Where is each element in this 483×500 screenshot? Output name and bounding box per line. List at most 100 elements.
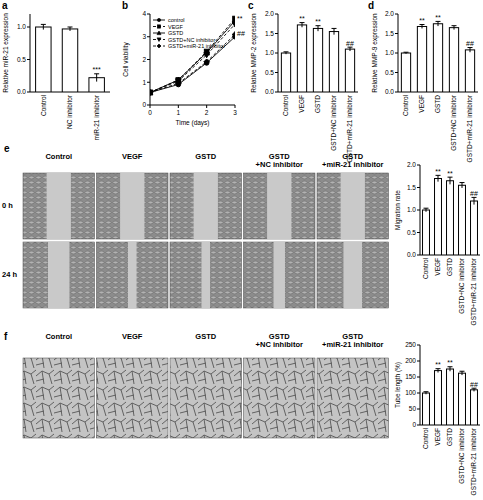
y-tick [147, 14, 150, 15]
x-tick [150, 105, 151, 108]
y-tick [275, 53, 278, 54]
label-line: Control [45, 332, 72, 341]
y-tick-label: 0.5 [407, 229, 416, 236]
x-tick-label: NC inhibitor [66, 94, 73, 129]
micrograph [97, 358, 169, 438]
label-line: GSTD [195, 152, 216, 161]
legend-marker [157, 31, 161, 35]
legend-marker [157, 25, 160, 28]
x-tick-label: Control [402, 94, 409, 116]
point [232, 32, 235, 38]
point [232, 22, 235, 27]
y-tick [147, 36, 150, 37]
error-bar [448, 367, 453, 371]
y-tick-label: 50 [409, 405, 417, 412]
error-bar [436, 369, 441, 373]
error-stem [462, 371, 463, 375]
x-tick-label: VEGF [434, 428, 441, 446]
point [150, 90, 152, 95]
x-tick-label: Control [40, 94, 47, 116]
significance: ## [466, 40, 474, 47]
y-axis [420, 345, 421, 425]
image-row-label: 24 h [2, 270, 17, 279]
error-cap [436, 368, 441, 369]
series-line [150, 34, 235, 92]
y-tick-label: 2 [142, 56, 146, 63]
micrograph [317, 173, 389, 239]
bar [459, 185, 466, 255]
significance: ## [470, 381, 478, 388]
error-bar [348, 47, 353, 51]
significance: ** [435, 168, 441, 175]
point [150, 90, 153, 96]
micrograph [23, 358, 95, 438]
wound-gap [343, 242, 362, 308]
significance: ## [470, 190, 478, 197]
error-cap [436, 21, 441, 22]
y-tick [417, 210, 420, 211]
y-tick [27, 27, 30, 28]
bar [447, 181, 454, 255]
bar [345, 49, 354, 92]
bar [281, 53, 290, 92]
x-tick-label: Control [422, 257, 429, 279]
y-axis-title: Cell viability [122, 42, 130, 77]
y-tick-label: 0.5 [17, 56, 26, 63]
significance: ** [237, 15, 243, 22]
y-axis-title: Migration rate [394, 190, 402, 230]
significance: ## [346, 40, 354, 47]
bar [471, 201, 478, 255]
y-tick [147, 82, 150, 83]
wound-gap [267, 173, 291, 239]
error-bar [436, 175, 441, 181]
error-stem [438, 21, 439, 26]
error-bar [68, 27, 73, 31]
y-tick [27, 92, 30, 93]
y-tick-label: 1.5 [265, 30, 274, 37]
error-bar [300, 23, 305, 28]
significance: ** [447, 170, 453, 177]
error-stem [450, 367, 451, 371]
legend-label: control [168, 17, 185, 23]
y-tick-label: 0 [412, 421, 416, 428]
error-bar [316, 26, 321, 31]
legend: controlVEGFGSTDGSTD+NC inhibitorGSTD+miR… [153, 17, 225, 49]
bar [423, 210, 430, 255]
error-stem [438, 369, 439, 373]
micrograph-field [244, 173, 316, 239]
y-tick [27, 59, 30, 60]
x-tick-label: Control [422, 427, 429, 449]
image-row-label: 0 h [2, 201, 13, 210]
legend-marker [157, 44, 161, 48]
y-tick [417, 187, 420, 188]
y-tick [417, 409, 420, 410]
panel-e: 0.00.51.01.52.0Migration rateeControlVEG… [4, 143, 480, 325]
y-tick [417, 232, 420, 233]
point [204, 59, 210, 65]
point [176, 81, 182, 87]
error-cap [436, 175, 441, 176]
y-tick-label: 1.0 [17, 23, 26, 30]
wound-gap [201, 242, 210, 308]
error-stem [422, 25, 423, 29]
panel-letter: d [368, 0, 374, 11]
error-bar [460, 371, 465, 375]
error-stem [70, 27, 71, 31]
plot-area [36, 24, 105, 92]
point [150, 90, 153, 95]
x-tick-label: VEGF [418, 95, 425, 113]
bar [36, 27, 51, 92]
panel-c: 0.00.51.01.52.0Relative MMP-2 expression… [248, 0, 358, 162]
micrograph-field [317, 173, 389, 239]
bar [471, 390, 478, 425]
micrograph [97, 173, 169, 239]
bar [313, 28, 322, 92]
x-tick-label: 3 [233, 109, 237, 116]
y-tick [417, 361, 420, 362]
y-axis-title: Tube length (%) [394, 362, 402, 408]
y-tick-label: 0.5 [385, 69, 394, 76]
error-cap [424, 208, 429, 209]
y-tick [395, 33, 398, 34]
error-bar [424, 392, 429, 395]
x-tick-label: 0 [148, 109, 152, 116]
